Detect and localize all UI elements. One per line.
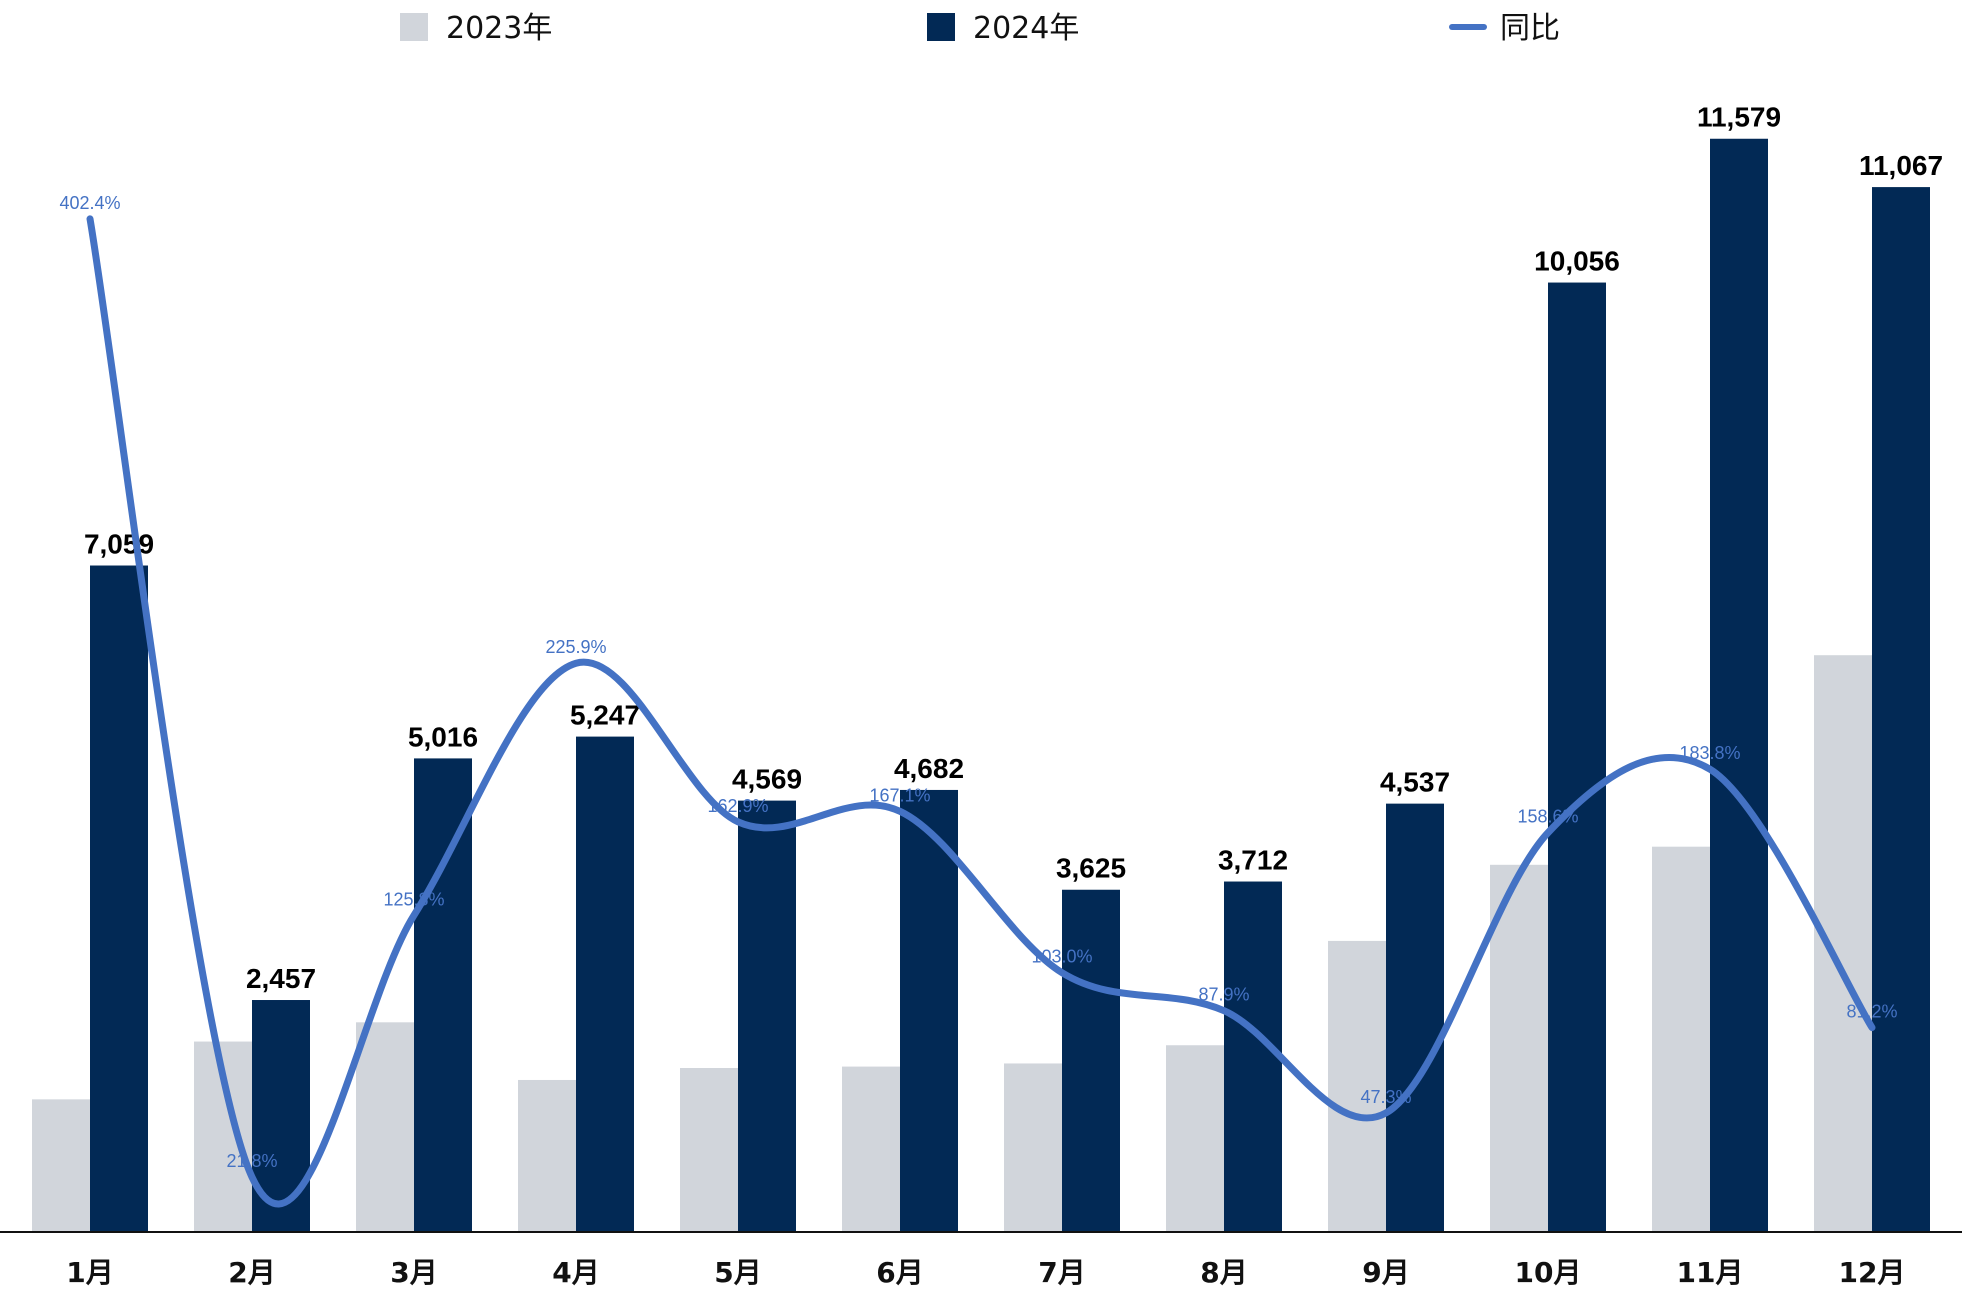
bar-2024-12: [1872, 187, 1930, 1233]
yoy-value-label-7: 103.0%: [1031, 947, 1092, 967]
category-label-12: 12月: [1839, 1256, 1906, 1289]
bar-2024-8: [1224, 881, 1282, 1232]
yoy-value-label-5: 162.9%: [707, 796, 768, 816]
bar-2024-1: [90, 565, 148, 1232]
yoy-value-label-11: 183.8%: [1679, 743, 1740, 763]
bar-2023-9: [1328, 940, 1386, 1232]
bar-value-label-12: 11,067: [1859, 150, 1943, 181]
legend-swatch-1: [400, 13, 428, 41]
yoy-value-label-3: 125.8%: [383, 889, 444, 909]
bar-2023-11: [1652, 846, 1710, 1232]
category-label-10: 10月: [1515, 1256, 1582, 1289]
bar-2024-7: [1062, 889, 1120, 1232]
bar-value-label-5: 4,569: [732, 764, 802, 795]
yoy-value-label-9: 47.3%: [1360, 1087, 1411, 1107]
category-label-7: 7月: [1038, 1256, 1085, 1289]
bar-value-label-4: 5,247: [570, 700, 640, 731]
category-label-6: 6月: [876, 1256, 923, 1289]
bar-value-label-9: 4,537: [1380, 767, 1450, 798]
legend-swatch-2: [927, 13, 955, 41]
bar-2024-9: [1386, 803, 1444, 1232]
yoy-value-label-6: 167.1%: [869, 785, 930, 805]
bar-2023-8: [1166, 1045, 1224, 1232]
bar-2023-3: [356, 1022, 414, 1232]
bar-value-label-6: 4,682: [894, 753, 964, 784]
legend-label-1: 2023年: [446, 11, 552, 46]
yoy-value-label-10: 158.6%: [1517, 807, 1578, 827]
category-label-4: 4月: [552, 1256, 599, 1289]
category-label-5: 5月: [714, 1256, 761, 1289]
bar-2024-5: [738, 800, 796, 1232]
bar-value-label-3: 5,016: [408, 721, 478, 752]
bar-2024-11: [1710, 138, 1768, 1233]
bar-2024-10: [1548, 282, 1606, 1232]
category-label-3: 3月: [390, 1256, 437, 1289]
yoy-value-label-12: 81.2%: [1846, 1002, 1897, 1022]
bar-2023-1: [32, 1099, 90, 1232]
yoy-value-label-2: 21.8%: [226, 1151, 277, 1171]
bar-2023-6: [842, 1066, 900, 1232]
yoy-value-label-8: 87.9%: [1198, 985, 1249, 1005]
bar-2023-4: [518, 1079, 576, 1232]
bar-2023-12: [1814, 655, 1872, 1232]
yoy-value-label-4: 225.9%: [545, 637, 606, 657]
category-label-1: 1月: [66, 1256, 113, 1289]
bar-2024-6: [900, 789, 958, 1232]
category-label-2: 2月: [228, 1256, 275, 1289]
category-label-8: 8月: [1200, 1256, 1247, 1289]
bar-value-label-8: 3,712: [1218, 845, 1288, 876]
legend-label-2: 2024年: [973, 11, 1079, 46]
legend-label-3: 同比: [1500, 11, 1560, 46]
yoy-line: [86, 215, 1876, 1208]
bar-value-label-1: 7,059: [84, 529, 154, 560]
category-label-11: 11月: [1677, 1256, 1744, 1289]
bar-value-label-7: 3,625: [1056, 853, 1126, 884]
bar-value-label-2: 2,457: [246, 963, 316, 994]
bar-2024-4: [576, 736, 634, 1232]
bar-2023-10: [1490, 864, 1548, 1232]
bar-2024-3: [414, 758, 472, 1232]
bar-2023-5: [680, 1067, 738, 1232]
bar-2023-7: [1004, 1063, 1062, 1232]
bar-value-label-10: 10,056: [1534, 246, 1620, 277]
bar-value-label-11: 11,579: [1697, 102, 1781, 133]
category-label-9: 9月: [1362, 1256, 1409, 1289]
yoy-value-label-1: 402.4%: [59, 193, 120, 213]
